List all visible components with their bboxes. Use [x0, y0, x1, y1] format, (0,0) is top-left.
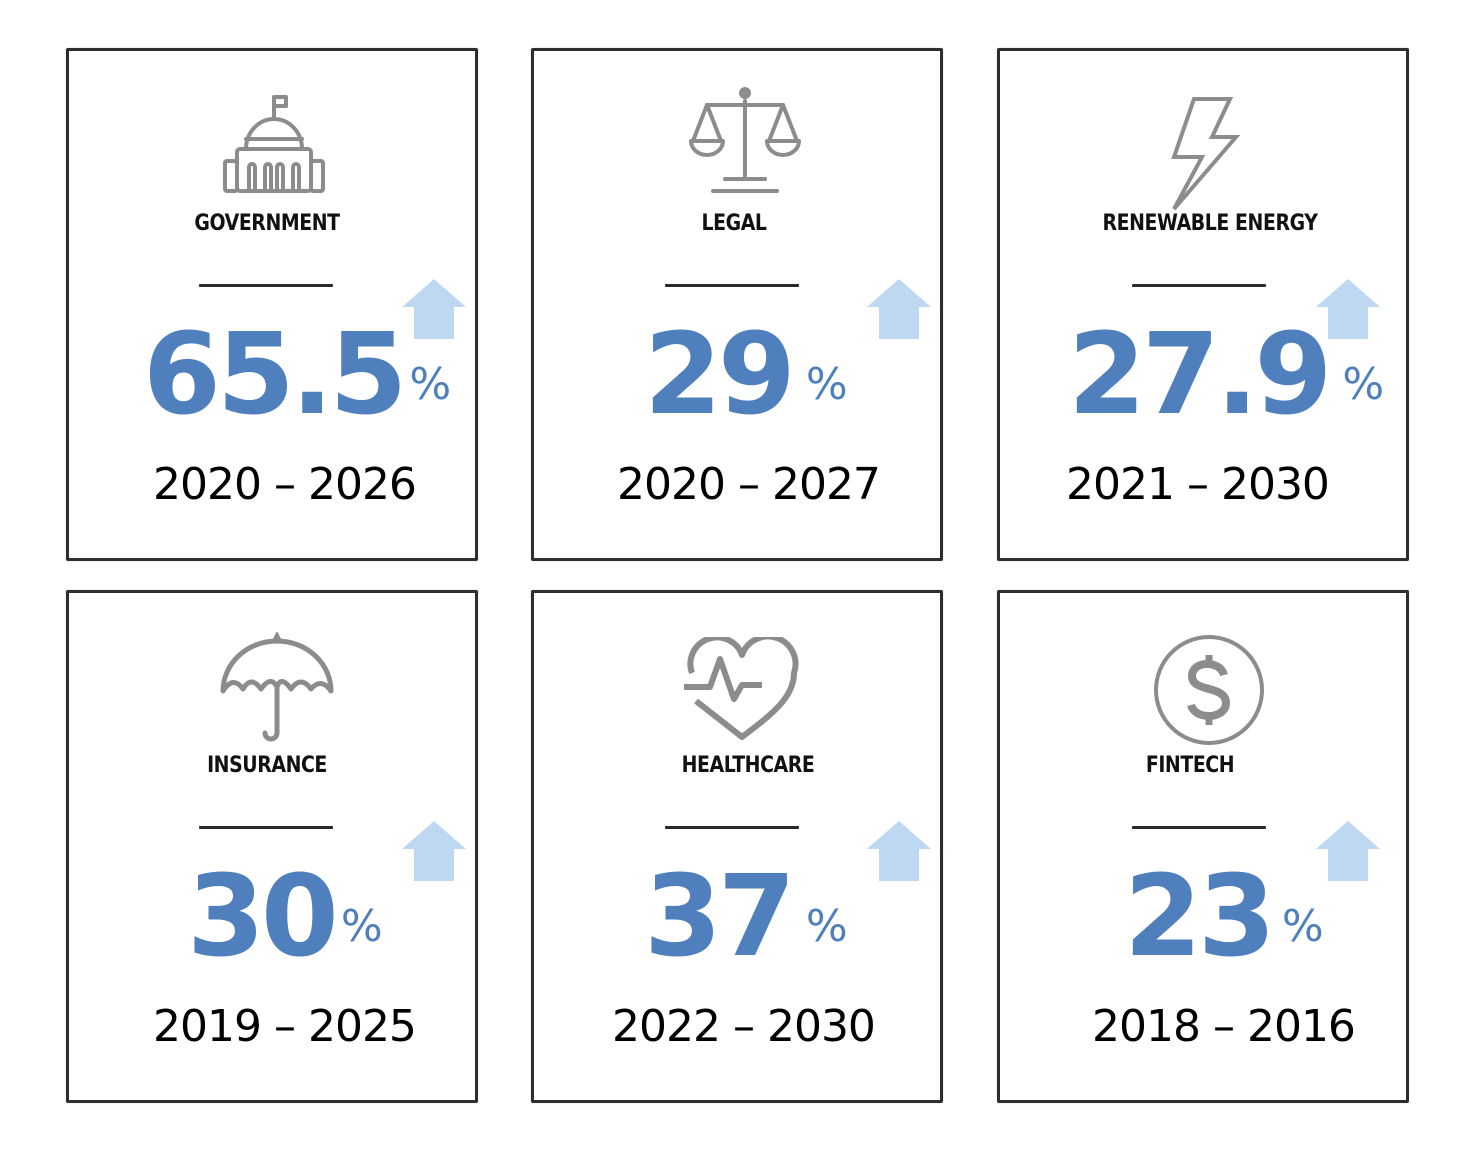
divider: [665, 284, 799, 287]
percent-sign: %: [805, 359, 848, 410]
divider: [1132, 284, 1266, 287]
divider: [665, 826, 799, 829]
year-range: 2020 – 2026: [153, 459, 417, 510]
percent-sign: %: [1281, 901, 1324, 952]
percentage-number: 27.9: [1068, 310, 1332, 440]
up-arrow-icon: [867, 821, 931, 881]
stat-value: 27.9%: [1068, 319, 1384, 431]
divider: [199, 284, 333, 287]
card-label: INSURANCE: [207, 753, 327, 778]
stat-value: 23%: [1124, 861, 1324, 973]
up-arrow-icon: [1316, 279, 1380, 339]
year-range: 2019 – 2025: [153, 1001, 417, 1052]
percentage-number: 30: [187, 852, 339, 982]
card-label: LEGAL: [701, 211, 767, 236]
stat-value: 65.5%: [143, 319, 451, 431]
up-arrow-icon: [1316, 821, 1380, 881]
percentage-number: 23: [1124, 852, 1276, 982]
stat-card-healthcare: HEALTHCARE 37% 2022 – 2030: [531, 590, 943, 1103]
year-range: 2022 – 2030: [612, 1001, 876, 1052]
percentage-number: 29: [644, 310, 796, 440]
up-arrow-icon: [867, 279, 931, 339]
percent-sign: %: [805, 901, 848, 952]
card-label: GOVERNMENT: [194, 211, 340, 236]
divider: [199, 826, 333, 829]
stat-card-government: GOVERNMENT 65.5% 2020 – 2026: [66, 48, 478, 561]
percent-sign: %: [1342, 359, 1385, 410]
percentage-number: 65.5: [143, 310, 407, 440]
divider: [1132, 826, 1266, 829]
percent-sign: %: [409, 359, 452, 410]
stat-value: 30%: [187, 861, 383, 973]
stat-card-legal: LEGAL 29% 2020 – 2027: [531, 48, 943, 561]
up-arrow-icon: [402, 821, 466, 881]
year-range: 2020 – 2027: [617, 459, 881, 510]
card-label: HEALTHCARE: [681, 753, 815, 778]
year-range: 2021 – 2030: [1066, 459, 1330, 510]
umbrella-icon: [219, 629, 335, 745]
scales-of-justice-icon: [689, 87, 801, 195]
stat-value: 29%: [644, 319, 848, 431]
percentage-number: 37: [644, 852, 796, 982]
stat-card-insurance: INSURANCE 30% 2019 – 2025: [66, 590, 478, 1103]
percent-sign: %: [340, 901, 383, 952]
dollar-circle-icon: [1152, 633, 1266, 747]
card-label: FINTECH: [1145, 753, 1235, 778]
heart-pulse-icon: [682, 637, 802, 741]
year-range: 2018 – 2016: [1092, 1001, 1356, 1052]
stat-card-fintech: FINTECH 23% 2018 – 2016: [997, 590, 1409, 1103]
lightning-bolt-icon: [1168, 95, 1240, 211]
up-arrow-icon: [402, 279, 466, 339]
stat-value: 37%: [644, 861, 848, 973]
capitol-building-icon: [219, 93, 329, 197]
stat-card-renewable-energy: RENEWABLE ENERGY 27.9% 2021 – 2030: [997, 48, 1409, 561]
card-label: RENEWABLE ENERGY: [1102, 211, 1318, 236]
